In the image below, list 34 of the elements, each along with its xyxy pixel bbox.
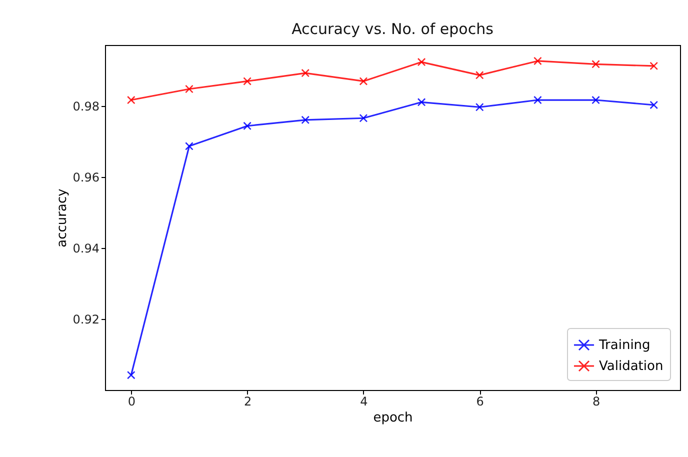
x-tick-label: 8 — [592, 394, 600, 408]
point — [650, 62, 658, 70]
chart-title: Accuracy vs. No. of epochs — [292, 20, 494, 38]
x-tick-label: 4 — [360, 394, 368, 408]
y-axis-title: accuracy — [54, 188, 70, 248]
point — [359, 114, 368, 122]
y-tick-label: 0.98 — [72, 100, 100, 114]
point — [417, 98, 426, 106]
point — [185, 142, 194, 150]
legend-label: Training — [598, 338, 650, 353]
point — [534, 96, 542, 104]
point — [301, 68, 310, 78]
point — [650, 100, 658, 110]
legend-label: Validation — [599, 359, 664, 374]
x-tick-label: 6 — [476, 394, 484, 408]
x-axis-title: epoch — [373, 410, 413, 426]
point — [126, 370, 136, 380]
point — [592, 60, 600, 68]
point — [534, 56, 542, 66]
point — [359, 77, 368, 86]
x-tick-label: 0 — [128, 394, 136, 408]
point — [592, 96, 600, 104]
point — [475, 70, 484, 80]
y-tick-label: 0.96 — [72, 170, 100, 185]
point — [301, 116, 310, 124]
y-tick-label: 0.94 — [72, 242, 100, 256]
y-tick-label: 0.92 — [72, 312, 100, 327]
point — [243, 77, 252, 86]
point — [243, 122, 252, 130]
point — [475, 102, 484, 112]
point — [185, 84, 194, 94]
point — [126, 96, 136, 104]
x-tick-label: 2 — [244, 394, 252, 408]
point — [417, 58, 426, 66]
